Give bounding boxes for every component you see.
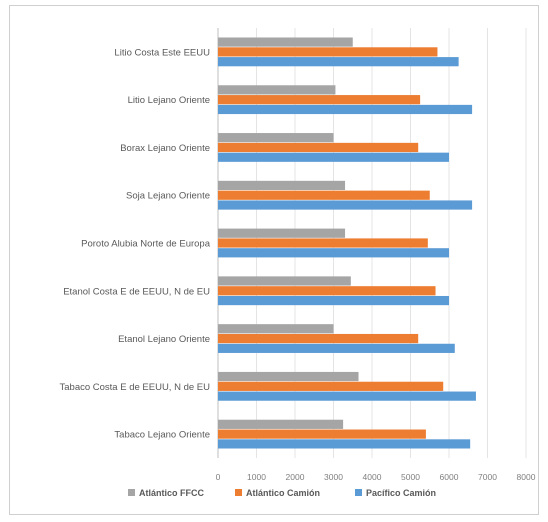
legend-swatch <box>235 489 242 496</box>
bar <box>218 371 359 382</box>
bar <box>218 142 419 153</box>
value-axis: 0 1000 2000 3000 4000 5000 6000 7000 8000 <box>216 472 536 482</box>
bar <box>218 104 473 115</box>
bar <box>218 57 459 67</box>
bar <box>218 295 449 306</box>
bars-layer <box>218 37 476 449</box>
chart-container: Litio Costa Este EEUU Litio Lejano Orient… <box>9 5 539 515</box>
category-label: Litio Costa Este EEUU <box>114 47 210 58</box>
x-tick-label: 6000 <box>440 472 459 482</box>
bar <box>218 391 476 401</box>
bar <box>218 180 346 191</box>
x-tick-label: 1000 <box>247 472 266 482</box>
category-label: Etanol Lejano Oriente <box>118 334 210 345</box>
category-label: Etanol Costa E de EEUU, N de EU <box>63 286 210 297</box>
bar <box>218 286 436 296</box>
bar-chart: Litio Costa Este EEUU Litio Lejano Orient… <box>60 28 536 498</box>
bar <box>218 324 334 334</box>
bar <box>218 228 346 238</box>
bar <box>218 419 344 429</box>
legend: Atlántico FFCC Atlántico Camión Pacífico C… <box>128 488 436 498</box>
legend-swatch <box>128 489 135 496</box>
category-label: Tabaco Lejano Oriente <box>114 430 210 441</box>
bar <box>218 85 336 95</box>
legend-label: Atlántico Camión <box>246 488 320 498</box>
legend-swatch <box>355 489 362 496</box>
category-label: Poroto Alubia Norte de Europa <box>81 239 211 250</box>
bar <box>218 190 430 200</box>
x-tick-label: 2000 <box>286 472 305 482</box>
x-tick-label: 4000 <box>363 472 382 482</box>
bar <box>218 439 471 449</box>
bar <box>218 133 334 143</box>
bar <box>218 381 444 391</box>
bar <box>218 37 353 47</box>
bar <box>218 429 426 439</box>
bar <box>218 248 449 258</box>
category-label: Borax Lejano Oriente <box>120 143 210 154</box>
bar <box>218 343 455 353</box>
bar <box>218 238 428 248</box>
category-axis: Litio Costa Este EEUU Litio Lejano Orient… <box>60 47 211 440</box>
bar <box>218 333 419 344</box>
bar <box>218 152 449 162</box>
category-label: Tabaco Costa E de EEUU, N de EU <box>60 382 211 393</box>
x-tick-label: 8000 <box>517 472 536 482</box>
x-tick-label: 5000 <box>401 472 420 482</box>
bar <box>218 95 421 105</box>
x-tick-label: 3000 <box>324 472 343 482</box>
category-label: Litio Lejano Oriente <box>128 95 210 106</box>
x-tick-label: 7000 <box>478 472 497 482</box>
bar <box>218 47 438 57</box>
category-label: Soja Lejano Oriente <box>126 191 210 202</box>
legend-label: Atlántico FFCC <box>139 488 204 498</box>
bar <box>218 276 351 286</box>
bar <box>218 200 473 210</box>
x-tick-label: 0 <box>216 472 221 482</box>
legend-label: Pacífico Camión <box>366 488 436 498</box>
